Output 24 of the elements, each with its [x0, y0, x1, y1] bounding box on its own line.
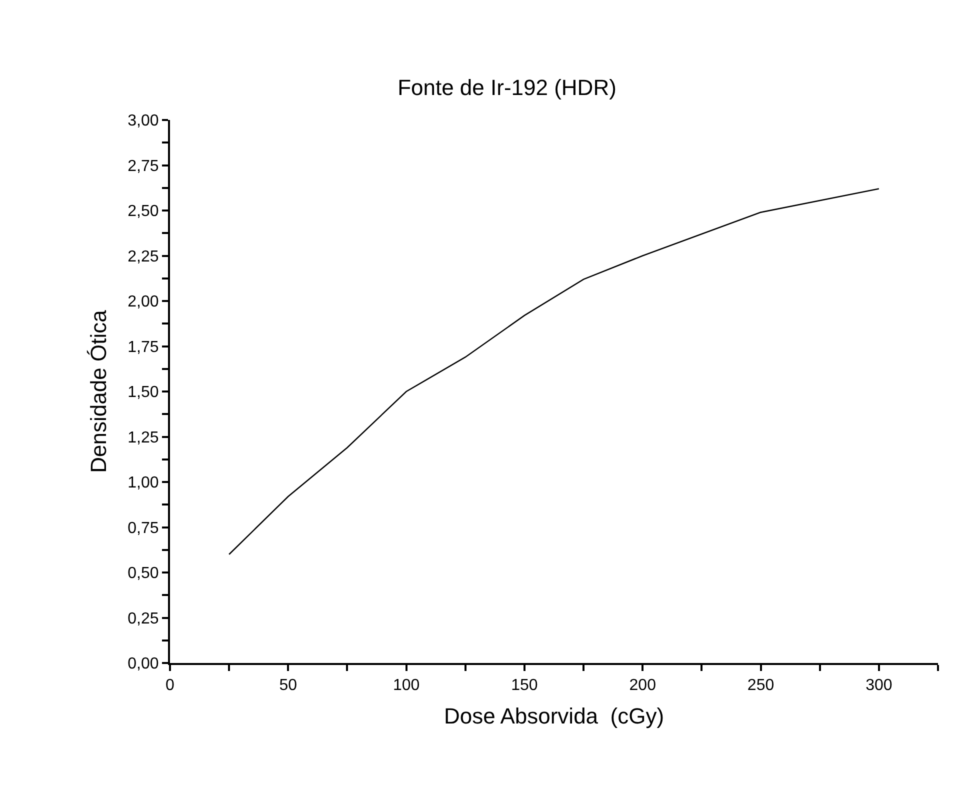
- y-tick-label: 1,25: [128, 429, 159, 446]
- y-tick-label: 0,25: [128, 610, 159, 628]
- y-tick-label: 0,75: [128, 520, 159, 537]
- x-tick-label: 150: [511, 677, 538, 694]
- y-tick-label: 2,50: [128, 203, 159, 220]
- chart-title: Fonte de Ir-192 (HDR): [398, 75, 616, 100]
- x-tick-label: 50: [279, 677, 298, 694]
- y-tick-label: 2,00: [128, 294, 159, 311]
- y-tick-label: 1,00: [128, 474, 159, 492]
- y-tick-label: 2,25: [128, 248, 159, 266]
- y-tick-label: 1,50: [128, 384, 159, 402]
- y-tick-label: 2,75: [128, 158, 159, 175]
- x-axis-title: Dose Absorvida (cGy): [444, 704, 664, 729]
- y-tick-label: 0,00: [128, 656, 159, 673]
- y-tick-label: 1,75: [128, 338, 159, 356]
- x-tick-label: 0: [166, 677, 175, 694]
- y-tick-label: 0,50: [128, 565, 159, 582]
- x-tick-label: 250: [747, 677, 774, 694]
- x-tick-label: 300: [866, 677, 892, 694]
- line-series: [228, 188, 880, 556]
- x-tick-label: 200: [629, 677, 656, 694]
- y-axis-title: Densidade Ótica: [86, 309, 111, 473]
- x-tick-label: 100: [392, 677, 420, 694]
- y-tick-label: 3,00: [128, 112, 159, 130]
